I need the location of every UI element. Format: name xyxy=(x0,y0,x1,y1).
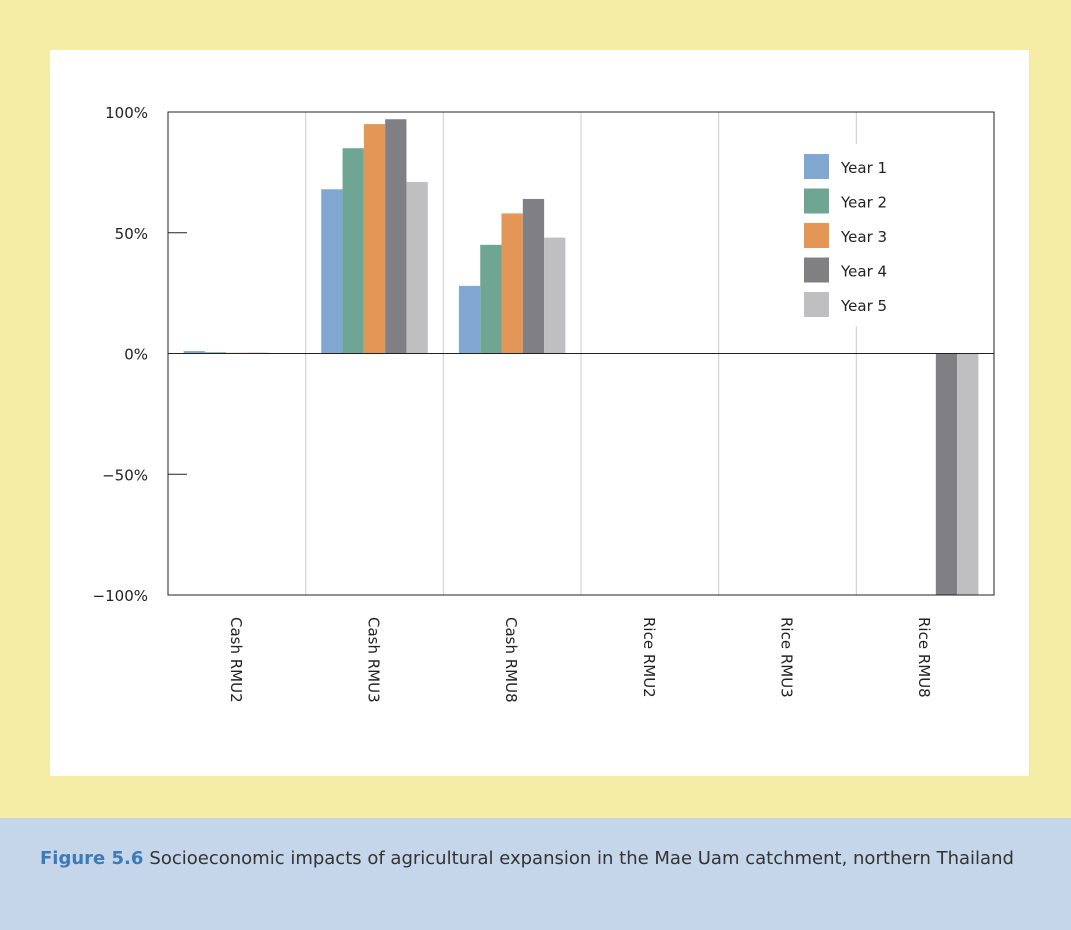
legend-label: Year 3 xyxy=(840,228,887,246)
legend-label: Year 2 xyxy=(840,194,887,212)
bar-year-3 xyxy=(363,124,386,354)
figure-label: Figure 5.6 xyxy=(40,848,144,869)
bar-year-2 xyxy=(480,244,502,354)
legend-swatch xyxy=(804,154,829,179)
legend-swatch xyxy=(804,257,829,283)
bar-year-2 xyxy=(342,148,364,354)
legend-label: Year 1 xyxy=(840,159,887,177)
legend-swatch xyxy=(804,188,829,214)
legend-label: Year 5 xyxy=(840,297,887,315)
x-category-label: Cash RMU2 xyxy=(227,617,245,703)
legend-label: Year 4 xyxy=(840,263,887,281)
bar-year-2 xyxy=(204,352,227,354)
legend-swatch xyxy=(804,292,829,317)
x-category-label: Rice RMU2 xyxy=(640,617,658,698)
bar-chart: 100% 50% 0% −50% −100% Cash RMU2 Cash RMU3 Cash… xyxy=(93,104,995,703)
x-category-label: Rice RMU3 xyxy=(778,617,796,698)
bar-year-5 xyxy=(544,237,566,354)
bar-year-1 xyxy=(458,285,481,354)
y-tick-label: −50% xyxy=(102,466,148,484)
chart-panel: 100% 50% 0% −50% −100% Cash RMU2 Cash RMU3 Cash… xyxy=(50,50,1029,776)
bar-year-4 xyxy=(385,119,407,354)
bar-year-4 xyxy=(522,198,545,354)
y-tick-label: 100% xyxy=(105,104,148,122)
y-tick-label: 0% xyxy=(124,346,148,364)
bar-year-3 xyxy=(501,213,523,354)
bar-year-5 xyxy=(957,353,979,595)
figure-caption-text: Socioeconomic impacts of agricultural ex… xyxy=(149,848,1014,869)
y-tick-label: −100% xyxy=(93,587,148,605)
figure-caption: Figure 5.6 Socioeconomic impacts of agric… xyxy=(0,818,1071,930)
x-category-label: Cash RMU8 xyxy=(502,617,520,703)
bar-year-1 xyxy=(183,351,205,354)
x-category-label: Rice RMU8 xyxy=(915,617,933,698)
x-category-label: Cash RMU3 xyxy=(365,617,383,703)
y-tick-label: 50% xyxy=(115,225,148,243)
bar-year-1 xyxy=(321,189,343,354)
bar-year-4 xyxy=(935,353,958,595)
legend-swatch xyxy=(804,223,829,248)
bar-year-5 xyxy=(406,182,428,354)
